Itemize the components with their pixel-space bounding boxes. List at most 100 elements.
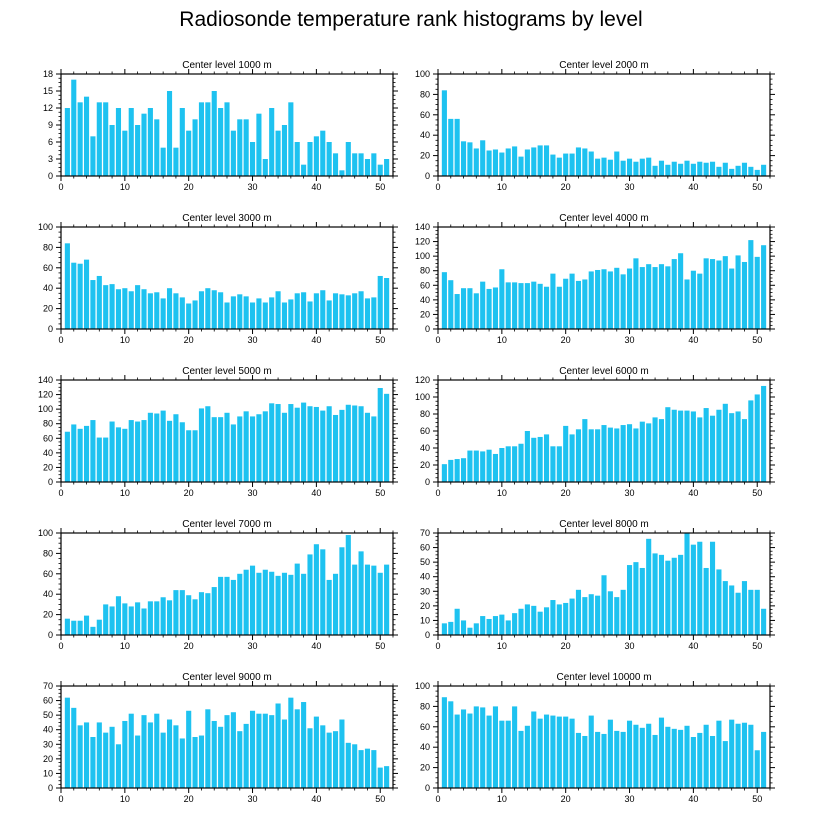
x-tick-label: 50 (375, 182, 385, 192)
histogram-bar (166, 288, 173, 329)
y-tick-label: 20 (420, 460, 430, 470)
histogram-bar (575, 589, 582, 635)
y-tick-label: 60 (420, 722, 430, 732)
histogram-bar (160, 147, 166, 176)
y-tick-label: 60 (43, 263, 53, 273)
histogram-bar (205, 288, 211, 329)
histogram-bar (358, 750, 364, 788)
histogram-bar (64, 431, 70, 482)
histogram-bar (473, 706, 479, 788)
histogram-bar (754, 256, 760, 329)
histogram-bar (448, 459, 454, 482)
histogram-bar (77, 102, 83, 176)
histogram-bar (166, 600, 173, 635)
histogram-bar (614, 267, 620, 329)
histogram-bar (326, 300, 332, 329)
panel-title: Center level 1000 m (182, 60, 272, 71)
histogram-bar (575, 732, 582, 788)
histogram-bar (505, 720, 511, 788)
x-tick-label: 0 (58, 335, 63, 345)
histogram-bar (135, 421, 141, 482)
histogram-bar (281, 572, 288, 635)
histogram-bar (275, 291, 281, 329)
histogram-bar (678, 554, 684, 635)
histogram-bar (729, 268, 735, 329)
histogram-bar (620, 589, 626, 635)
histogram-bar (582, 419, 588, 482)
histogram-bar (716, 166, 722, 176)
histogram-bar (518, 156, 524, 176)
x-tick-label: 40 (311, 488, 321, 498)
histogram-bar (697, 161, 703, 176)
x-tick-label: 30 (625, 641, 635, 651)
y-tick-label: 40 (420, 742, 430, 752)
histogram-bar (192, 430, 198, 482)
y-tick-label: 20 (420, 309, 430, 319)
histogram-bar (281, 719, 288, 788)
histogram-bar (550, 600, 556, 635)
histogram-bar (448, 280, 454, 329)
y-tick-label: 100 (38, 528, 53, 538)
histogram-bar (665, 726, 671, 788)
histogram-bar (249, 142, 256, 176)
histogram-bar (729, 585, 735, 635)
histogram-bar (301, 702, 307, 788)
histogram-bar (639, 727, 645, 788)
histogram-bar (307, 301, 313, 329)
histogram-bar (486, 288, 492, 329)
histogram-bar (115, 427, 122, 482)
histogram-bar (722, 581, 728, 635)
histogram-bar (537, 718, 543, 788)
histogram-bar (678, 410, 684, 482)
histogram-bar (512, 282, 518, 329)
histogram-bar (722, 741, 728, 788)
histogram-bar (179, 590, 185, 635)
histogram-bar (179, 738, 185, 788)
histogram-bar (275, 404, 281, 482)
histogram-bar (492, 287, 499, 329)
histogram-bar (332, 293, 339, 329)
histogram-bar (288, 102, 294, 176)
histogram-bar (626, 565, 633, 635)
x-tick-label: 20 (184, 182, 194, 192)
histogram-bar (128, 108, 134, 176)
histogram-bar (543, 434, 550, 482)
histogram-bar (601, 575, 607, 635)
histogram-bar (90, 626, 96, 635)
histogram-bar (147, 722, 153, 788)
x-tick-label: 0 (58, 641, 63, 651)
histogram-bar (607, 159, 613, 176)
histogram-bar (748, 240, 754, 329)
y-tick-label: 18 (43, 69, 53, 79)
histogram-bar (294, 293, 300, 329)
histogram-bar (467, 713, 473, 788)
histogram-bar (480, 707, 486, 788)
histogram-bar (224, 102, 230, 176)
histogram-bar (192, 599, 198, 635)
histogram-bar (741, 722, 748, 788)
y-tick-label: 0 (48, 477, 53, 487)
histogram-bar (614, 428, 620, 482)
histogram-bar (83, 96, 90, 176)
histogram-bar (582, 148, 588, 176)
histogram-bar (658, 419, 665, 482)
panel-title: Center level 6000 m (559, 366, 649, 377)
histogram-bar (741, 261, 748, 329)
histogram-bar (154, 601, 160, 635)
histogram-bar (595, 269, 601, 329)
histogram-bar (109, 606, 115, 635)
x-tick-label: 20 (184, 335, 194, 345)
histogram-bar (77, 428, 83, 482)
x-tick-label: 50 (752, 182, 762, 192)
histogram-bar (563, 153, 569, 176)
y-tick-label: 20 (420, 763, 430, 773)
histogram-bar (281, 412, 288, 482)
histogram-bar (230, 424, 236, 482)
histogram-bar (256, 298, 262, 329)
histogram-bar (652, 417, 658, 482)
panel-title: Center level 4000 m (559, 213, 649, 224)
y-tick-label: 40 (420, 572, 430, 582)
histogram-bar (499, 614, 505, 635)
x-tick-label: 10 (120, 641, 130, 651)
histogram-bar (671, 259, 677, 329)
